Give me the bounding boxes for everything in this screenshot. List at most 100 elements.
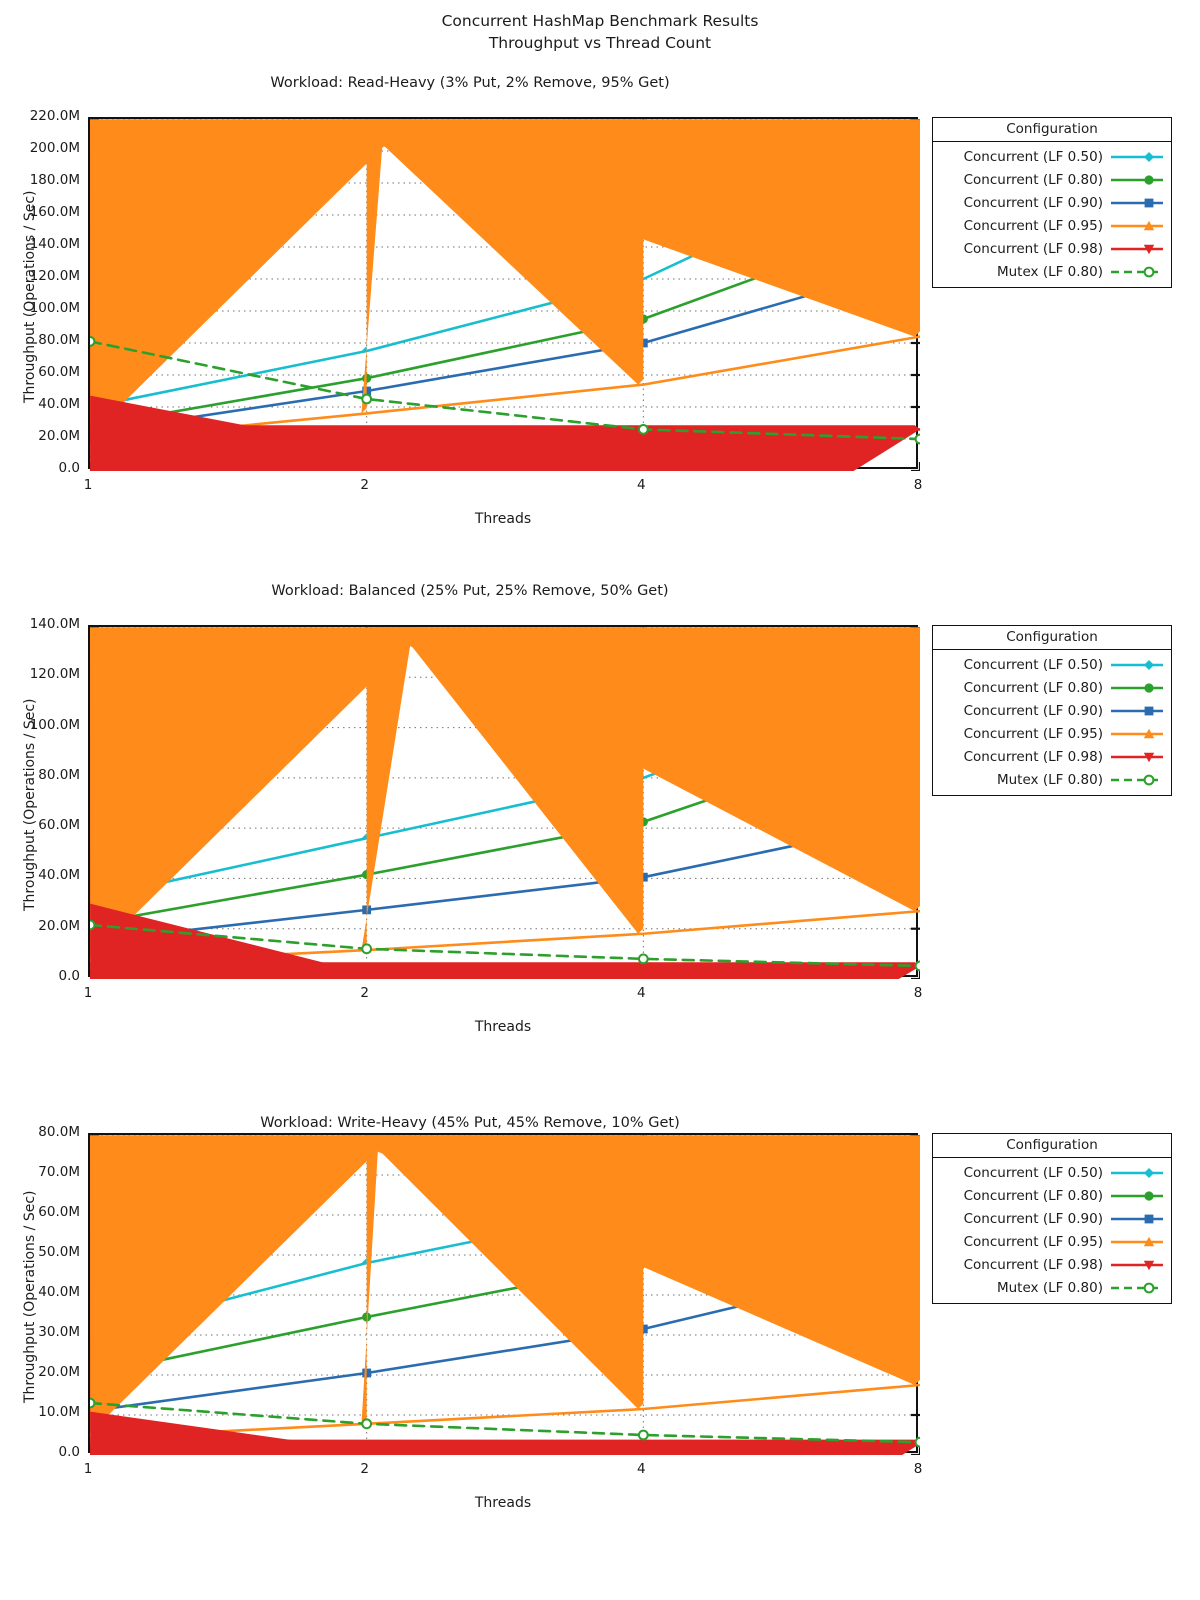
legend-item[interactable]: Concurrent (LF 0.50) xyxy=(939,145,1165,168)
legend-item[interactable]: Concurrent (LF 0.98) xyxy=(939,237,1165,260)
legend-item[interactable]: Concurrent (LF 0.90) xyxy=(939,191,1165,214)
legend-item-swatch xyxy=(1109,1164,1165,1182)
legend-item[interactable]: Concurrent (LF 0.50) xyxy=(939,1161,1165,1184)
legend-item-swatch xyxy=(1109,679,1165,697)
y-axis-tick-label: 160.0M xyxy=(29,204,80,220)
legend-item-label: Concurrent (LF 0.90) xyxy=(963,1210,1103,1227)
y-axis-tick-label: 0.0 xyxy=(58,460,80,476)
chart-svg xyxy=(90,627,920,979)
y-axis-tick-label: 10.0M xyxy=(38,1404,80,1420)
legend-item[interactable]: Concurrent (LF 0.50) xyxy=(939,653,1165,676)
chart-title: Workload: Balanced (25% Put, 25% Remove,… xyxy=(271,583,669,599)
y-axis-label: Throughput (Operations / Sec) xyxy=(22,698,38,911)
legend-item-label: Concurrent (LF 0.80) xyxy=(963,171,1103,188)
legend-item-label: Concurrent (LF 0.80) xyxy=(963,679,1103,696)
legend-item[interactable]: Mutex (LF 0.80) xyxy=(939,768,1165,791)
page-title-line1: Concurrent HashMap Benchmark Results xyxy=(441,12,759,30)
x-axis-tick-label: 8 xyxy=(913,477,923,493)
y-axis-tick-label: 140.0M xyxy=(29,236,80,252)
x-axis-tick-label: 1 xyxy=(83,477,93,493)
legend-item-swatch xyxy=(1109,771,1165,789)
legend-items: Concurrent (LF 0.50) Concurrent (LF 0.80… xyxy=(933,142,1171,287)
legend-item-swatch xyxy=(1109,240,1165,258)
legend-item[interactable]: Concurrent (LF 0.95) xyxy=(939,1230,1165,1253)
legend-item[interactable]: Concurrent (LF 0.98) xyxy=(939,1253,1165,1276)
legend-title: Configuration xyxy=(933,118,1171,142)
x-axis-tick-label: 8 xyxy=(913,985,923,1001)
x-axis-tick-label: 4 xyxy=(637,985,646,1001)
y-axis-tick-label: 70.0M xyxy=(38,1164,80,1180)
legend-item[interactable]: Concurrent (LF 0.95) xyxy=(939,214,1165,237)
legend-item-swatch xyxy=(1109,1187,1165,1205)
y-axis-tick-label: 20.0M xyxy=(38,1364,80,1380)
y-axis-tick-label: 40.0M xyxy=(38,1284,80,1300)
legend-item[interactable]: Mutex (LF 0.80) xyxy=(939,1276,1165,1299)
chart-svg xyxy=(90,119,920,471)
x-axis-tick-label: 4 xyxy=(637,477,646,493)
y-axis-tick-label: 20.0M xyxy=(38,428,80,444)
legend-item-label: Concurrent (LF 0.50) xyxy=(963,148,1103,165)
legend-item-label: Mutex (LF 0.80) xyxy=(996,771,1103,788)
chart-title: Workload: Read-Heavy (3% Put, 2% Remove,… xyxy=(270,75,670,91)
legend-item-label: Concurrent (LF 0.90) xyxy=(963,194,1103,211)
legend-item-swatch xyxy=(1109,702,1165,720)
page-title: Concurrent HashMap Benchmark Results Thr… xyxy=(0,10,1200,54)
y-axis-tick-label: 60.0M xyxy=(38,1204,80,1220)
y-axis-tick-label: 200.0M xyxy=(29,140,80,156)
plot-area xyxy=(88,1133,920,1455)
legend-items: Concurrent (LF 0.50) Concurrent (LF 0.80… xyxy=(933,1158,1171,1303)
y-axis-tick-label: 40.0M xyxy=(38,396,80,412)
chart-svg xyxy=(90,1135,920,1455)
legend-item-label: Mutex (LF 0.80) xyxy=(996,263,1103,280)
x-axis-tick-label: 4 xyxy=(637,1461,646,1477)
x-axis-label: Threads xyxy=(474,1019,532,1035)
legend-item-swatch xyxy=(1109,725,1165,743)
legend-item-label: Mutex (LF 0.80) xyxy=(996,1279,1103,1296)
legend-item-label: Concurrent (LF 0.50) xyxy=(963,1164,1103,1181)
legend-item-swatch xyxy=(1109,1279,1165,1297)
legend-item-label: Concurrent (LF 0.98) xyxy=(963,748,1103,765)
legend-item[interactable]: Concurrent (LF 0.80) xyxy=(939,1184,1165,1207)
plot-area xyxy=(88,625,920,979)
legend-item[interactable]: Concurrent (LF 0.98) xyxy=(939,745,1165,768)
x-axis-label: Threads xyxy=(474,1495,532,1511)
legend-item-swatch xyxy=(1109,194,1165,212)
y-axis-tick-label: 120.0M xyxy=(29,666,80,683)
legend-item[interactable]: Concurrent (LF 0.90) xyxy=(939,699,1165,722)
legend-item[interactable]: Mutex (LF 0.80) xyxy=(939,260,1165,283)
legend-item[interactable]: Concurrent (LF 0.95) xyxy=(939,722,1165,745)
y-axis-tick-label: 20.0M xyxy=(38,917,80,934)
legend-item[interactable]: Concurrent (LF 0.80) xyxy=(939,168,1165,191)
page-title-line2: Throughput vs Thread Count xyxy=(488,34,712,52)
legend-item-label: Concurrent (LF 0.98) xyxy=(963,1256,1103,1273)
chart-legend: Configuration Concurrent (LF 0.50) Concur… xyxy=(932,625,1172,796)
y-axis-tick-label: 220.0M xyxy=(29,108,80,124)
legend-item-swatch xyxy=(1109,171,1165,189)
y-axis-tick-label: 120.0M xyxy=(29,268,80,284)
y-axis-tick-label: 0.0 xyxy=(58,1444,80,1460)
y-axis-tick-label: 0.0 xyxy=(58,968,80,984)
legend-title: Configuration xyxy=(933,1134,1171,1158)
x-axis-tick-label: 2 xyxy=(360,477,369,493)
y-axis-tick-label: 100.0M xyxy=(29,300,80,316)
y-axis-tick-label: 80.0M xyxy=(38,1124,80,1140)
legend-item-label: Concurrent (LF 0.98) xyxy=(963,240,1103,257)
legend-item[interactable]: Concurrent (LF 0.90) xyxy=(939,1207,1165,1230)
x-axis-label: Threads xyxy=(474,511,532,527)
y-axis-tick-label: 30.0M xyxy=(38,1324,80,1340)
chart-legend: Configuration Concurrent (LF 0.50) Concur… xyxy=(932,117,1172,288)
legend-item-swatch xyxy=(1109,148,1165,166)
y-axis-label: Throughput (Operations / Sec) xyxy=(22,190,38,403)
y-axis-tick-label: 60.0M xyxy=(38,364,80,380)
legend-item-swatch xyxy=(1109,1256,1165,1274)
x-axis-tick-label: 2 xyxy=(360,1461,369,1477)
legend-item-label: Concurrent (LF 0.90) xyxy=(963,702,1103,719)
legend-items: Concurrent (LF 0.50) Concurrent (LF 0.80… xyxy=(933,650,1171,795)
legend-item-swatch xyxy=(1109,1233,1165,1251)
chart-legend: Configuration Concurrent (LF 0.50) Concur… xyxy=(932,1133,1172,1304)
legend-item-swatch xyxy=(1109,217,1165,235)
x-axis-tick-label: 2 xyxy=(360,985,369,1001)
legend-title: Configuration xyxy=(933,626,1171,650)
legend-item[interactable]: Concurrent (LF 0.80) xyxy=(939,676,1165,699)
